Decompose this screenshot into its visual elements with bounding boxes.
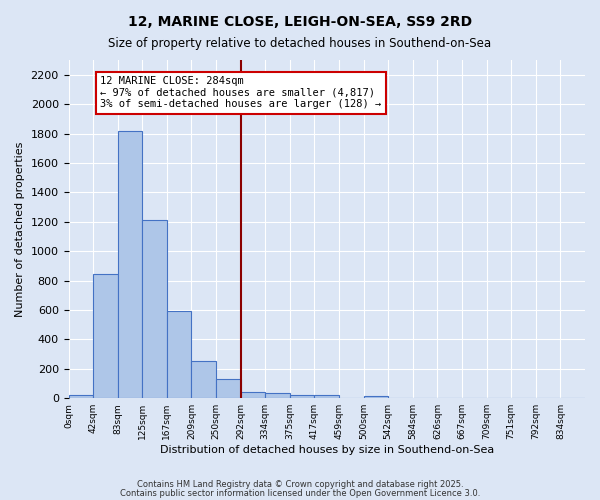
- Bar: [216, 379, 241, 398]
- Y-axis label: Number of detached properties: Number of detached properties: [15, 142, 25, 317]
- Bar: [142, 220, 167, 398]
- Bar: [290, 394, 314, 398]
- Bar: [68, 394, 93, 398]
- Text: Contains public sector information licensed under the Open Government Licence 3.: Contains public sector information licen…: [120, 488, 480, 498]
- Bar: [364, 396, 388, 398]
- Text: Size of property relative to detached houses in Southend-on-Sea: Size of property relative to detached ho…: [109, 38, 491, 51]
- Text: 12 MARINE CLOSE: 284sqm
← 97% of detached houses are smaller (4,817)
3% of semi-: 12 MARINE CLOSE: 284sqm ← 97% of detache…: [100, 76, 382, 110]
- Bar: [191, 360, 216, 398]
- Bar: [265, 393, 290, 398]
- Text: Contains HM Land Registry data © Crown copyright and database right 2025.: Contains HM Land Registry data © Crown c…: [137, 480, 463, 489]
- Bar: [314, 396, 339, 398]
- Bar: [241, 392, 265, 398]
- Bar: [167, 312, 191, 398]
- Text: 12, MARINE CLOSE, LEIGH-ON-SEA, SS9 2RD: 12, MARINE CLOSE, LEIGH-ON-SEA, SS9 2RD: [128, 15, 472, 29]
- Bar: [118, 130, 142, 398]
- X-axis label: Distribution of detached houses by size in Southend-on-Sea: Distribution of detached houses by size …: [160, 445, 494, 455]
- Bar: [93, 274, 118, 398]
